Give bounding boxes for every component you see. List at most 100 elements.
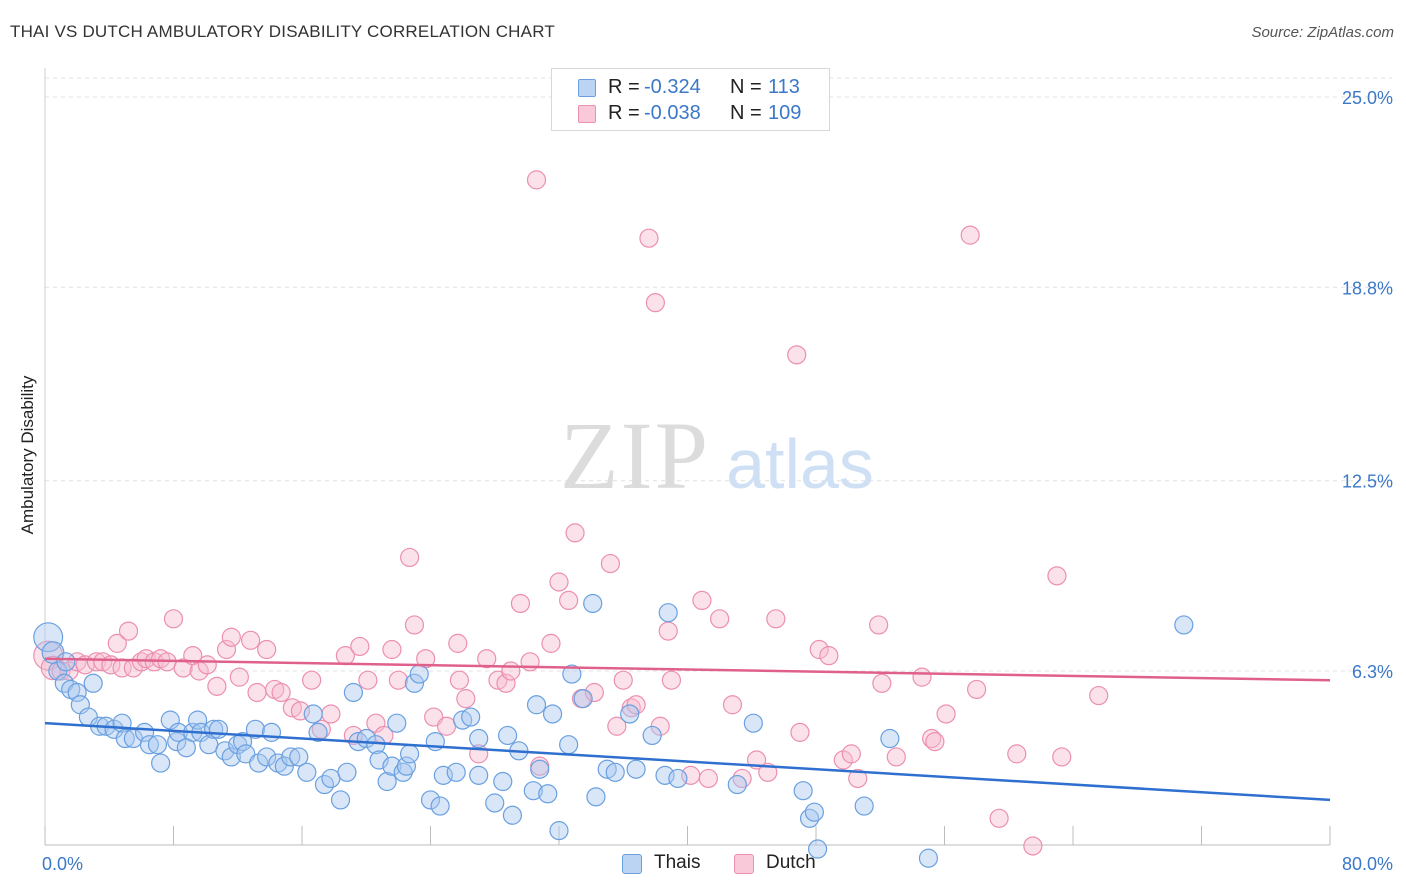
thais-point	[498, 725, 518, 746]
dutch-point	[922, 728, 942, 749]
thais-point	[257, 747, 277, 767]
dutch-point	[886, 747, 906, 767]
thais-point	[33, 622, 64, 653]
dutch-point	[809, 639, 829, 660]
thais-point	[400, 744, 420, 764]
thais-point	[420, 790, 441, 810]
dutch-point	[1023, 836, 1043, 856]
thais-point	[880, 728, 900, 749]
dutch-point	[302, 670, 322, 690]
thais-point	[56, 652, 76, 672]
legend-r-value: -0.038	[644, 102, 701, 124]
dutch-point	[698, 768, 718, 789]
dutch-point	[311, 719, 331, 739]
watermark-atlas: atlas	[726, 425, 874, 503]
thais-point	[918, 848, 939, 868]
grid-lines	[45, 77, 1392, 672]
thais-point	[303, 704, 323, 724]
dutch-point	[869, 615, 889, 635]
dutch-point	[526, 170, 547, 190]
legend-swatch-dutch	[578, 105, 596, 123]
y-tick-label: 6.3%	[1352, 662, 1393, 682]
series-legend: Thais Dutch	[0, 851, 1406, 879]
dutch-point	[661, 670, 682, 690]
thais-point	[187, 710, 208, 730]
legend-r-value: -0.324	[644, 76, 701, 98]
dutch-point	[321, 704, 341, 724]
thais-point	[658, 603, 678, 623]
thais-point	[538, 784, 558, 804]
dutch-point	[967, 679, 987, 700]
tick-labels: 6.3% 12.5% 18.8% 25.0% 0.0% 80.0%	[42, 88, 1393, 874]
thais-trend-line	[44, 721, 1331, 802]
thais-point	[387, 713, 407, 733]
thais-point	[808, 839, 828, 859]
source-label: Source: ZipAtlas.com	[1251, 24, 1394, 41]
thais-point	[396, 756, 417, 776]
dutch-point	[872, 673, 892, 693]
thais-point	[83, 673, 103, 693]
thais-point	[485, 793, 505, 813]
dutch-point	[388, 670, 408, 690]
dutch-point	[118, 621, 139, 641]
y-tick-label: 18.8%	[1342, 278, 1393, 298]
thais-point	[461, 707, 481, 727]
thais-point	[343, 682, 363, 703]
thais-point	[430, 796, 450, 816]
dutch-point	[229, 667, 249, 687]
dutch-point	[565, 523, 585, 543]
thais-point	[308, 722, 328, 742]
dutch-point	[613, 670, 633, 690]
thais-point	[642, 725, 662, 746]
dutch-label: Dutch	[766, 852, 816, 873]
dutch-point	[448, 633, 468, 653]
thais-point	[469, 765, 489, 785]
x-tick-label-min: 0.0%	[42, 854, 83, 874]
thais-point	[297, 762, 317, 782]
dutch-point	[722, 695, 743, 715]
dutch-point	[766, 609, 786, 629]
legend-row-dutch: R = -0.038 N = 109	[552, 101, 829, 127]
dutch-point	[925, 731, 945, 752]
dutch-point	[247, 682, 267, 703]
thais-point	[208, 719, 229, 739]
thais-point	[559, 735, 579, 755]
thais-point	[586, 787, 606, 807]
correlation-legend: R = -0.324 N = 113 R = -0.038 N = 109	[551, 68, 830, 131]
dutch-point	[559, 590, 579, 611]
legend-swatch-thais	[578, 79, 596, 97]
dutch-point	[216, 639, 237, 660]
thais-point	[573, 689, 593, 709]
legend-row-thais: R = -0.324 N = 113	[552, 75, 829, 101]
dutch-point	[86, 652, 107, 672]
dutch-point	[404, 615, 425, 635]
thais-point	[549, 821, 569, 841]
dutch-point	[163, 609, 184, 629]
dutch-point	[787, 345, 807, 365]
dutch-point	[271, 682, 291, 703]
dutch-point	[790, 722, 810, 742]
dutch-point	[477, 649, 497, 669]
dutch-point	[645, 293, 665, 313]
dutch-point	[501, 661, 521, 681]
dutch-point	[541, 633, 561, 653]
thais-point	[620, 704, 640, 724]
dutch-point	[607, 716, 627, 736]
thais-point	[289, 747, 309, 767]
dutch-trend-line	[44, 657, 1331, 682]
dutch-point	[221, 627, 241, 647]
dutch-point	[584, 682, 604, 703]
thais-point	[542, 704, 563, 724]
dutch-point	[841, 744, 861, 764]
thais-point	[727, 774, 747, 795]
thais-point	[502, 805, 523, 825]
y-tick-label: 12.5%	[1342, 472, 1393, 492]
thais-point	[526, 695, 547, 715]
dutch-point	[358, 670, 378, 690]
dutch-point	[819, 646, 839, 666]
thais-point	[530, 759, 550, 779]
trend-lines	[44, 657, 1331, 802]
thais-point	[382, 756, 402, 776]
thais-point	[245, 719, 266, 739]
thais-point	[232, 731, 253, 752]
